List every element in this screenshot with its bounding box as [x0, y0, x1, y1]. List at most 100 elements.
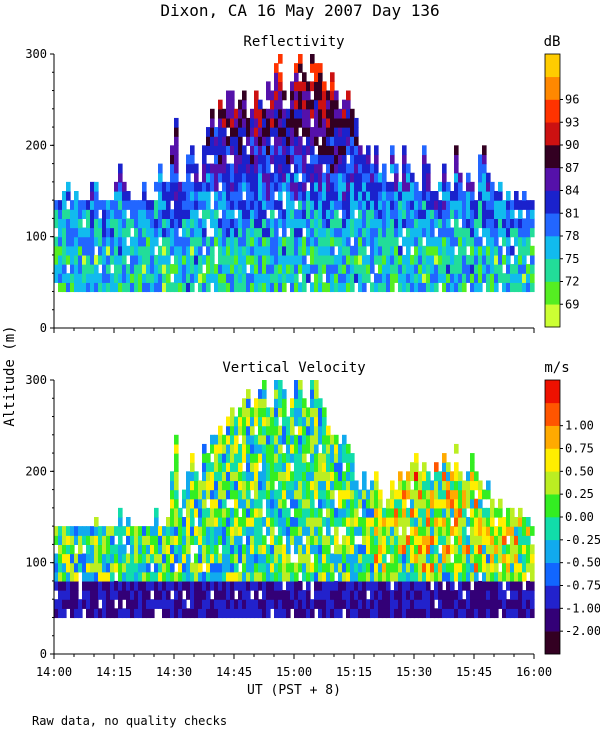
heatmap-cell: [222, 453, 227, 463]
heatmap-cell: [174, 154, 179, 165]
heatmap-cell: [354, 480, 359, 491]
heatmap-cell: [454, 172, 459, 183]
heatmap-cell: [214, 172, 219, 183]
heatmap-cell: [406, 517, 411, 527]
heatmap-cell: [206, 282, 211, 293]
heatmap-cell: [398, 209, 403, 219]
heatmap-cell: [274, 227, 279, 238]
heatmap-cell: [362, 254, 367, 265]
heatmap-cell: [162, 264, 167, 274]
heatmap-cell: [454, 254, 459, 265]
heatmap-cell: [254, 254, 259, 265]
heatmap-cell: [126, 590, 131, 600]
heatmap-cell: [298, 236, 303, 247]
heatmap-cell: [438, 245, 443, 256]
heatmap-cell: [126, 553, 131, 564]
heatmap-cell: [458, 245, 463, 256]
heatmap-cell: [250, 517, 255, 527]
heatmap-cell: [326, 181, 331, 192]
heatmap-cell: [290, 90, 295, 101]
heatmap-cell: [226, 245, 231, 256]
heatmap-cell: [294, 590, 299, 600]
heatmap-cell: [194, 590, 199, 600]
heatmap-cell: [302, 181, 307, 192]
heatmap-cell: [254, 145, 259, 156]
heatmap-cell: [242, 264, 247, 274]
heatmap-cell: [266, 245, 271, 256]
heatmap-cell: [326, 608, 331, 619]
heatmap-cell: [118, 200, 123, 210]
heatmap-cell: [102, 562, 107, 573]
heatmap-cell: [366, 544, 371, 555]
heatmap-cell: [218, 136, 223, 146]
heatmap-cell: [410, 273, 415, 283]
heatmap-cell: [338, 608, 343, 619]
heatmap-cell: [106, 245, 111, 256]
heatmap-cell: [506, 553, 511, 564]
heatmap-cell: [522, 535, 527, 545]
heatmap-cell: [366, 535, 371, 545]
heatmap-cell: [230, 273, 235, 283]
heatmap-cell: [142, 590, 147, 600]
heatmap-cell: [230, 471, 235, 482]
heatmap-cell: [234, 154, 239, 165]
heatmap-cell: [238, 407, 243, 418]
heatmap-cell: [278, 517, 283, 527]
heatmap-cell: [482, 154, 487, 165]
heatmap-cell: [182, 535, 187, 545]
heatmap-cell: [342, 108, 347, 119]
heatmap-cell: [222, 480, 227, 491]
heatmap-cell: [258, 526, 263, 536]
heatmap-cell: [370, 571, 375, 582]
heatmap-cell: [158, 535, 163, 545]
heatmap-cell: [274, 608, 279, 619]
heatmap-cell: [218, 218, 223, 229]
heatmap-cell: [518, 264, 523, 274]
heatmap-cell: [230, 407, 235, 418]
heatmap-cell: [186, 254, 191, 265]
heatmap-cell: [390, 254, 395, 265]
heatmap-cell: [226, 172, 231, 183]
heatmap-cell: [478, 264, 483, 274]
heatmap-cell: [206, 236, 211, 247]
heatmap-cell: [418, 599, 423, 609]
heatmap-cell: [206, 172, 211, 183]
heatmap-cell: [318, 416, 323, 427]
heatmap-cell: [286, 254, 291, 265]
heatmap-cell: [474, 498, 479, 509]
heatmap-cell: [266, 236, 271, 247]
heatmap-cell: [442, 462, 447, 472]
heatmap-cell: [294, 571, 299, 582]
heatmap-cell: [478, 599, 483, 609]
heatmap-cell: [274, 200, 279, 210]
heatmap-cell: [66, 599, 71, 609]
heatmap-cell: [458, 209, 463, 219]
heatmap-cell: [274, 63, 279, 73]
heatmap-cell: [382, 562, 387, 573]
heatmap-cell: [278, 526, 283, 536]
heatmap-cell: [202, 580, 207, 591]
heatmap-cell: [274, 264, 279, 274]
heatmap-cell: [246, 507, 251, 518]
heatmap-cell: [198, 498, 203, 509]
heatmap-cell: [518, 273, 523, 283]
heatmap-cell: [218, 599, 223, 609]
heatmap-cell: [494, 562, 499, 573]
heatmap-cell: [522, 254, 527, 265]
heatmap-cell: [406, 200, 411, 210]
heatmap-cell: [334, 507, 339, 518]
heatmap-cell: [374, 480, 379, 491]
heatmap-cell: [298, 526, 303, 536]
heatmap-cell: [134, 526, 139, 536]
colorbar-tick-label: -0.50: [565, 556, 600, 570]
heatmap-cell: [354, 200, 359, 210]
heatmap-cell: [266, 553, 271, 564]
heatmap-cell: [62, 209, 67, 219]
heatmap-cell: [134, 535, 139, 545]
heatmap-cell: [426, 544, 431, 555]
heatmap-cell: [242, 544, 247, 555]
heatmap-cell: [258, 453, 263, 463]
heatmap-cell: [322, 489, 327, 500]
heatmap-cell: [454, 599, 459, 609]
heatmap-cell: [498, 273, 503, 283]
